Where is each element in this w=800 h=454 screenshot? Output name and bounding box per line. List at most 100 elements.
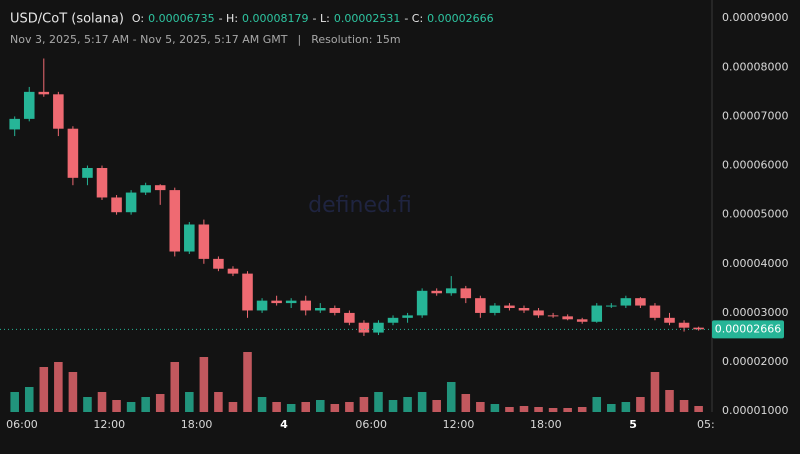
candle-body [504, 305, 515, 309]
volume-bar [345, 402, 354, 412]
y-tick-label: 0.00002000 [722, 355, 788, 368]
candle-body [387, 317, 399, 323]
candle-body [111, 197, 122, 213]
volume-bar [112, 400, 121, 412]
candle-body [620, 298, 632, 306]
volume-bar [505, 407, 514, 412]
volume-bar [446, 382, 456, 412]
volume-bar [679, 400, 689, 412]
y-tick-label: 0.00009000 [722, 11, 788, 24]
candle-body [547, 315, 559, 317]
ohlc-label: - C: [404, 12, 423, 25]
last-price-label: 0.00002666 [715, 322, 781, 335]
x-tick-label: 4 [280, 418, 288, 431]
candle-body [562, 316, 573, 320]
candle-body [664, 317, 675, 323]
candle-body [344, 312, 355, 323]
candle-body [125, 192, 137, 213]
volume-bar [330, 404, 340, 412]
candle-body [213, 258, 224, 269]
volume-bar [39, 367, 49, 412]
candle-body [53, 94, 64, 129]
candle-body [533, 310, 544, 316]
volume-bar [199, 357, 209, 412]
volume-bar [185, 392, 194, 412]
volume-bar [54, 362, 63, 412]
x-tick-label: 18:00 [530, 418, 562, 431]
candle-body [678, 322, 690, 328]
volume-bar [286, 404, 296, 412]
volume-bar [155, 394, 165, 412]
candle-body [693, 327, 704, 330]
candle-body [198, 224, 210, 259]
volume-bar [621, 402, 631, 412]
candle-body [576, 319, 588, 322]
volume-bar [607, 404, 616, 412]
candle-body [9, 118, 20, 130]
volume-bar [243, 352, 252, 412]
y-tick-label: 0.00007000 [722, 109, 788, 122]
volume-bar [519, 406, 529, 412]
ohlc-value: 0.00008179 [242, 12, 308, 25]
candle-body [416, 290, 428, 316]
candle-body [227, 268, 239, 274]
candle-body [489, 305, 501, 313]
last-price-badge [712, 320, 784, 339]
volume-bar [694, 406, 703, 412]
volume-bar [257, 397, 267, 412]
volume-bar [126, 402, 136, 412]
candle-body [256, 300, 268, 311]
volume-bar [316, 400, 325, 412]
x-tick-label: 05: [697, 418, 715, 431]
volume-bar [461, 394, 471, 412]
volume-bar [592, 397, 602, 412]
candle-body [154, 185, 166, 191]
chart-title: USD/CoT (solana) [10, 12, 124, 27]
volume-bar [490, 404, 500, 412]
candle-body [300, 300, 312, 311]
volume-bar [170, 362, 180, 412]
separator: | [298, 33, 302, 46]
ohlc-label: O: [132, 12, 144, 25]
x-tick-label: 12:00 [443, 418, 475, 431]
y-tick-label: 0.00004000 [722, 257, 788, 270]
ohlc-label: - H: [219, 12, 238, 25]
candle-body [184, 224, 195, 252]
volume-bar [83, 397, 92, 412]
candle-body [649, 305, 661, 318]
volume-bar [534, 407, 543, 412]
candle-body [315, 308, 326, 311]
candle-body [475, 298, 486, 313]
candle-body [82, 168, 93, 178]
ohlc-label: - L: [313, 12, 330, 25]
ohlc-value: 0.00002531 [334, 12, 400, 25]
volume-bar [577, 407, 587, 412]
x-tick-label: 06:00 [6, 418, 38, 431]
y-tick-label: 0.00005000 [722, 208, 788, 221]
candle-body [329, 308, 341, 313]
candle-body [96, 168, 108, 198]
y-tick-label: 0.00001000 [722, 404, 788, 417]
volume-bar [417, 392, 427, 412]
x-tick-label: 5 [629, 418, 637, 431]
volume-bar [141, 397, 150, 412]
ohlc-value: 0.00002666 [427, 12, 493, 25]
volume-bar [563, 408, 572, 412]
candle-body [38, 91, 50, 95]
volume-bar [10, 392, 19, 412]
volume-bar [374, 392, 383, 412]
ohlc-value: 0.00006735 [148, 12, 214, 25]
volume-bar [432, 400, 441, 412]
candle-body [140, 185, 151, 193]
y-tick-label: 0.00008000 [722, 60, 788, 73]
candle-body [285, 300, 297, 304]
candle-body [242, 273, 253, 311]
candle-body [445, 288, 457, 294]
volume-bar [650, 372, 660, 412]
x-tick-label: 06:00 [355, 418, 387, 431]
candle-body [169, 190, 181, 252]
candle-body [23, 91, 35, 119]
